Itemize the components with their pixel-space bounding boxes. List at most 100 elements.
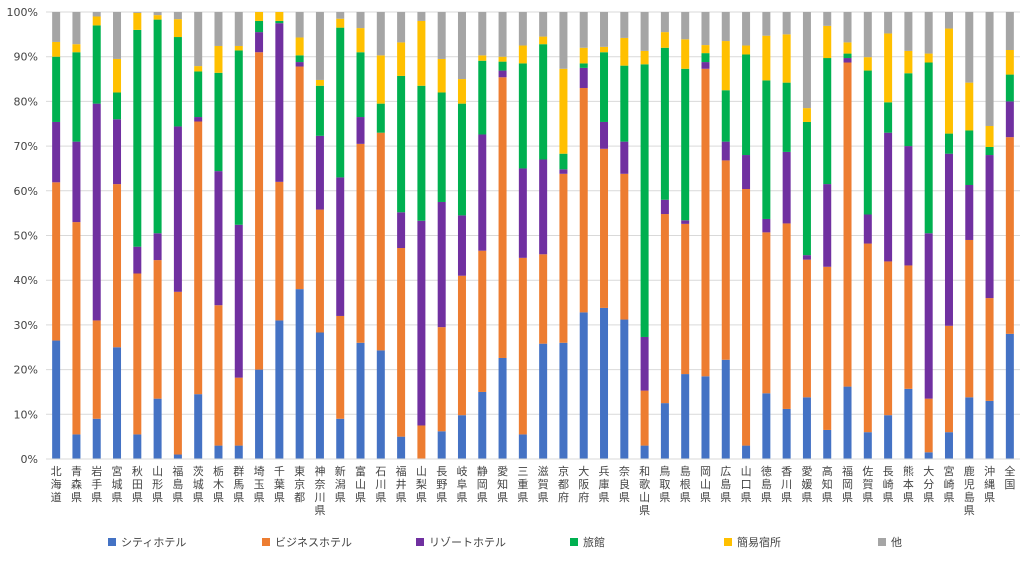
bar-segment	[92, 418, 101, 459]
bar-segment	[762, 35, 771, 81]
bar-stack	[214, 12, 223, 459]
bar-segment	[194, 121, 203, 395]
bar-segment	[884, 102, 893, 133]
bar-stack	[336, 12, 345, 459]
bar-segment	[234, 12, 243, 46]
bar-segment	[92, 12, 101, 17]
bar-segment	[194, 117, 203, 122]
x-tick-label: 沖縄県	[984, 465, 995, 504]
bar-segment	[295, 12, 304, 38]
bar-segment	[539, 254, 548, 344]
bar-segment	[924, 53, 933, 63]
bar-segment	[214, 45, 223, 73]
legend-item: 簡易宿所	[724, 535, 781, 549]
bar-segment	[782, 151, 791, 224]
bar-stack	[498, 12, 507, 459]
legend: シティホテル ビジネスホテル リゾートホテル 旅館 簡易宿所 他	[108, 535, 902, 549]
bar-segment	[742, 189, 751, 446]
bar-segment	[579, 12, 588, 48]
x-tick-label: 茨城県	[193, 464, 204, 504]
bar-segment	[884, 12, 893, 34]
x-tick-label: 山口県	[741, 465, 752, 504]
bar-stack	[173, 12, 182, 459]
bar-segment	[52, 56, 61, 122]
x-tick-label: 三重県	[517, 465, 528, 504]
bar-segment	[498, 70, 507, 78]
bar-stack	[985, 12, 994, 459]
bar-segment	[234, 50, 243, 225]
bar-segment	[92, 25, 101, 104]
bar-segment	[600, 52, 609, 122]
bar-segment	[457, 215, 466, 276]
bar-segment	[660, 47, 669, 200]
bar-stack	[295, 12, 304, 459]
bar-segment	[985, 298, 994, 401]
bar-stack	[884, 12, 893, 459]
x-tick-label: 奈良県	[619, 464, 630, 504]
bar-segment	[843, 62, 852, 387]
bar-segment	[478, 55, 487, 61]
bar-segment	[579, 63, 588, 68]
bar-stack	[620, 12, 629, 459]
bar-segment	[681, 223, 690, 375]
bar-segment	[640, 336, 649, 391]
bar-segment	[640, 390, 649, 446]
bar-segment	[802, 255, 811, 260]
legend-item: 他	[878, 536, 902, 549]
bar-segment	[965, 239, 974, 398]
bar-segment	[133, 29, 142, 247]
bar-segment	[742, 445, 751, 459]
bar-stack	[518, 12, 527, 459]
bar-segment	[863, 57, 872, 71]
bar-segment	[336, 315, 345, 419]
bar-stack	[559, 12, 568, 459]
bar-segment	[52, 41, 61, 57]
bar-stack	[904, 12, 913, 459]
bar-segment	[376, 132, 385, 351]
bar-stack	[965, 12, 974, 459]
legend-swatch	[262, 538, 270, 546]
bar-segment	[214, 12, 223, 46]
bar-segment	[133, 12, 142, 30]
bar-segment	[600, 148, 609, 308]
bar-segment	[924, 62, 933, 234]
bar-segment	[1005, 101, 1014, 138]
x-tick-label: 島根県	[680, 464, 691, 504]
bar-segment	[518, 168, 527, 258]
bar-segment	[356, 143, 365, 343]
bar-stack	[660, 12, 669, 459]
bar-segment	[802, 121, 811, 256]
bar-segment	[843, 58, 852, 63]
bar-stack	[133, 12, 142, 459]
bar-segment	[214, 445, 223, 459]
bar-segment	[518, 63, 527, 169]
bar-segment	[620, 37, 629, 66]
bar-segment	[498, 56, 507, 62]
bar-segment	[559, 173, 568, 343]
bar-segment	[782, 12, 791, 35]
bar-segment	[823, 266, 832, 430]
x-tick-label: 北海道	[51, 465, 62, 504]
bar-segment	[275, 12, 284, 21]
bar-segment	[417, 12, 426, 21]
x-tick-label: 長崎県	[883, 465, 894, 504]
x-tick-label: 宮城県	[112, 464, 123, 504]
bar-segment	[884, 415, 893, 459]
x-tick-label: 佐賀県	[862, 464, 873, 504]
legend-item: 旅館	[570, 535, 605, 549]
bar-segment	[944, 28, 953, 134]
bar-segment	[985, 146, 994, 156]
bar-segment	[762, 232, 771, 394]
bar-segment	[315, 85, 324, 136]
bar-segment	[884, 33, 893, 103]
bar-segment	[579, 67, 588, 88]
bar-stack	[478, 12, 487, 459]
bar-stack	[701, 12, 710, 459]
legend-swatch	[570, 538, 578, 546]
bar-segment	[965, 130, 974, 185]
bar-segment	[113, 12, 122, 59]
bar-segment	[478, 60, 487, 135]
bar-segment	[255, 52, 264, 370]
bar-segment	[600, 12, 609, 47]
bar-segment	[539, 44, 548, 160]
